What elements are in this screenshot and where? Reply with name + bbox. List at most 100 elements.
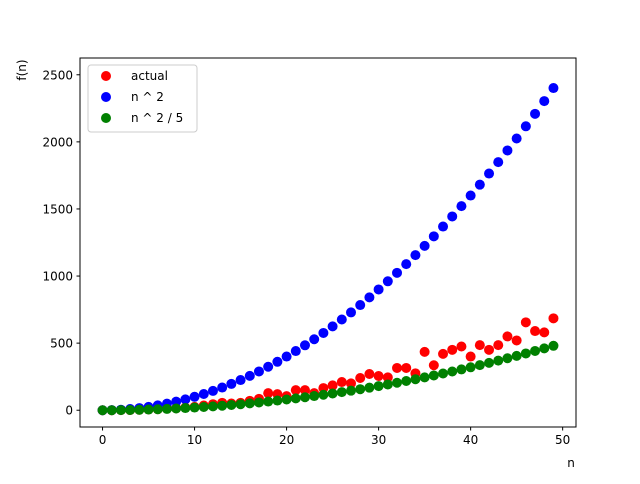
point-actual — [290, 385, 301, 396]
point-actual — [401, 362, 412, 373]
point-n-2-5 — [125, 404, 136, 415]
point-n-2-5 — [299, 392, 310, 403]
point-n-2 — [465, 190, 476, 201]
point-n-2 — [539, 96, 550, 107]
point-n-2-5 — [410, 374, 421, 385]
point-actual — [438, 348, 449, 359]
point-n-2-5 — [318, 389, 329, 400]
axes-frame — [79, 57, 577, 428]
point-n-2-5 — [226, 399, 237, 410]
point-n-2-5 — [456, 364, 467, 375]
point-n-2-5 — [134, 404, 145, 415]
y-tick-label: 2000 — [42, 135, 73, 149]
y-tick-label: 0 — [65, 404, 73, 418]
point-n-2 — [548, 83, 559, 94]
point-n-2-5 — [493, 355, 504, 366]
point-n-2-5 — [327, 388, 338, 399]
point-actual — [474, 340, 485, 351]
point-n-2 — [456, 201, 467, 212]
point-n-2 — [438, 221, 449, 232]
point-n-2 — [290, 346, 301, 357]
point-n-2 — [309, 334, 320, 345]
point-n-2-5 — [115, 405, 126, 416]
point-actual — [263, 388, 274, 399]
point-n-2-5 — [355, 384, 366, 395]
y-tick-label: 500 — [50, 337, 73, 351]
point-actual — [373, 371, 384, 382]
point-actual — [392, 362, 403, 373]
point-n-2-5 — [484, 357, 495, 368]
point-n-2-5 — [97, 405, 108, 416]
point-n-2 — [217, 382, 228, 393]
point-actual — [456, 341, 467, 352]
point-n-2-5 — [207, 401, 218, 412]
point-n-2-5 — [198, 401, 209, 412]
point-n-2 — [373, 284, 384, 295]
legend-marker-actual — [101, 71, 111, 81]
x-axis-ticks: 0 10 20 30 40 50 — [99, 427, 570, 447]
point-actual — [548, 313, 559, 324]
point-actual — [382, 372, 393, 383]
point-n-2 — [281, 351, 292, 362]
point-n-2 — [346, 307, 357, 318]
point-n-2-5 — [244, 398, 255, 409]
y-axis-label: f(n) — [15, 59, 29, 80]
x-tick-label: 10 — [187, 433, 202, 447]
point-n-2-5 — [235, 399, 246, 410]
point-n-2-5 — [281, 394, 292, 405]
point-n-2 — [484, 168, 495, 179]
point-actual — [299, 385, 310, 396]
point-n-2 — [474, 179, 485, 190]
point-n-2-5 — [465, 362, 476, 373]
point-actual — [520, 317, 531, 328]
y-tick-label: 1500 — [42, 202, 73, 216]
point-n-2 — [502, 145, 513, 156]
point-n-2 — [419, 240, 430, 251]
point-n-2-5 — [548, 340, 559, 351]
point-n-2-5 — [438, 368, 449, 379]
point-n-2 — [392, 267, 403, 278]
point-n-2-5 — [502, 353, 513, 364]
point-actual — [530, 326, 541, 337]
point-n-2-5 — [392, 377, 403, 388]
point-n-2-5 — [290, 393, 301, 404]
point-actual — [428, 360, 439, 371]
x-tick-label: 0 — [99, 433, 107, 447]
point-actual — [493, 340, 504, 351]
point-n-2-5 — [474, 360, 485, 371]
point-n-2-5 — [373, 381, 384, 392]
point-n-2 — [401, 259, 412, 270]
point-n-2-5 — [336, 387, 347, 398]
point-actual — [484, 344, 495, 355]
point-n-2-5 — [447, 366, 458, 377]
x-tick-label: 20 — [279, 433, 294, 447]
legend-marker-n-squared — [101, 92, 111, 102]
point-n-2-5 — [309, 391, 320, 402]
point-n-2-5 — [382, 379, 393, 390]
legend-box — [87, 64, 198, 133]
point-n-2 — [511, 133, 522, 144]
point-n-2 — [364, 292, 375, 303]
point-n-2 — [235, 375, 246, 386]
point-n-2 — [336, 314, 347, 325]
legend-marker-n-squared-over-5 — [101, 113, 111, 123]
point-n-2 — [263, 361, 274, 372]
point-actual — [419, 346, 430, 357]
point-n-2 — [520, 121, 531, 132]
point-n-2-5 — [106, 405, 117, 416]
point-n-2-5 — [152, 404, 163, 415]
point-actual — [346, 378, 357, 389]
point-actual — [511, 335, 522, 346]
legend: actual n ^ 2 n ^ 2 / 5 — [87, 64, 198, 133]
point-n-2 — [530, 108, 541, 119]
point-n-2-5 — [520, 348, 531, 359]
point-n-2 — [198, 388, 209, 399]
point-actual — [465, 351, 476, 362]
point-n-2-5 — [263, 396, 274, 407]
point-n-2 — [355, 300, 366, 311]
legend-label-n-squared-over-5: n ^ 2 / 5 — [131, 111, 183, 125]
point-actual — [502, 331, 513, 342]
point-n-2-5 — [171, 403, 182, 414]
x-tick-label: 30 — [371, 433, 386, 447]
